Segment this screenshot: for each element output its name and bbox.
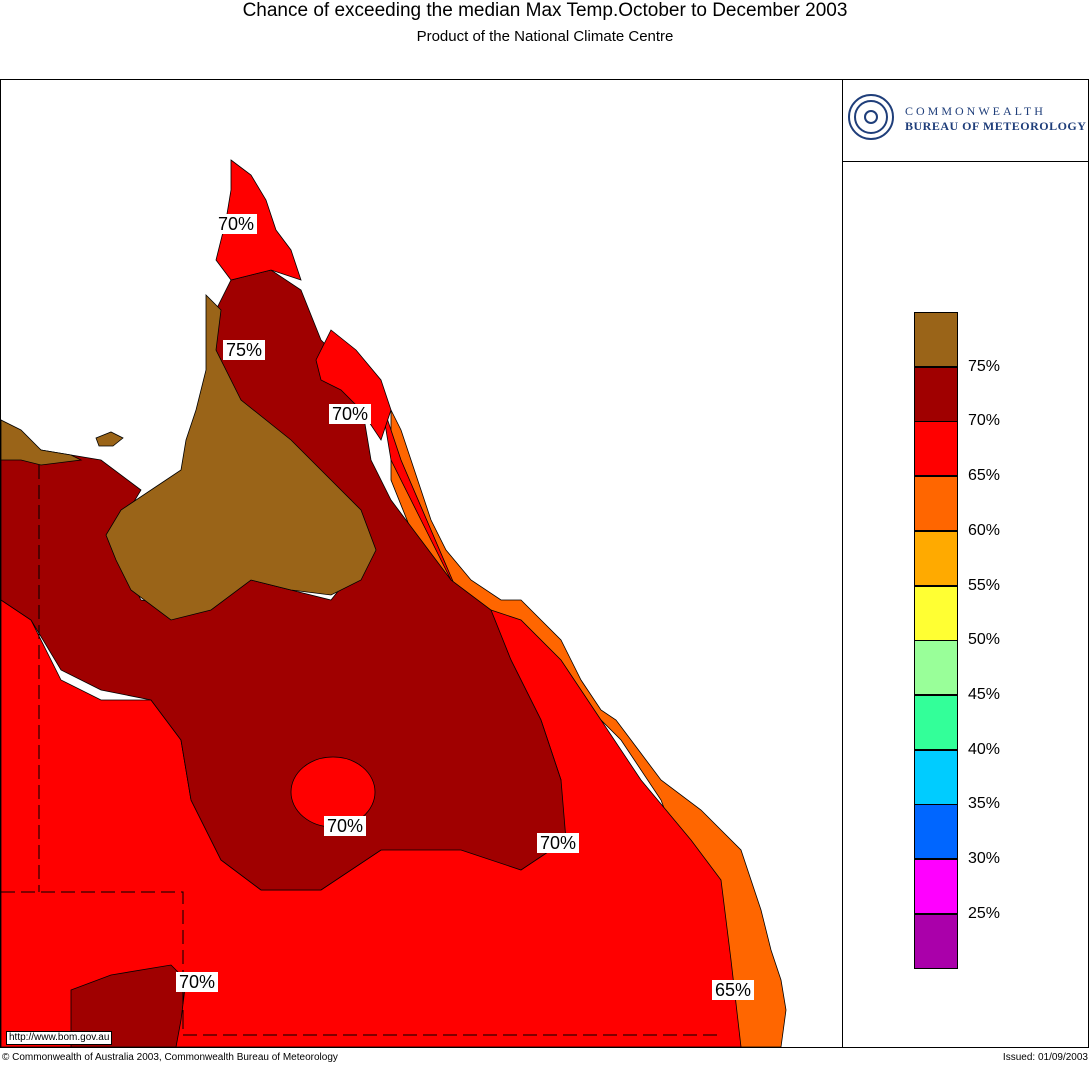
legend-swatch (914, 859, 958, 914)
region-75-brown (105, 294, 377, 621)
legend-swatch (914, 694, 958, 750)
chart-subtitle: Product of the National Climate Centre (416, 28, 674, 45)
legend-swatch (914, 366, 958, 422)
legend-swatch (914, 804, 958, 860)
map-label-inner-circle: 70% (324, 816, 367, 836)
queensland-map (1, 80, 842, 1047)
copyright-text: © Commonwealth of Australia 2003, Common… (2, 1052, 338, 1063)
legend-label: 75% (968, 357, 1001, 375)
legend-swatch (914, 476, 958, 532)
map-label-east: 70% (537, 833, 580, 853)
map-label-coastal-north: 70% (329, 404, 372, 424)
island-gulf (95, 431, 124, 447)
legend-label: 40% (968, 740, 1001, 758)
legend-label: 50% (968, 631, 1001, 649)
legend-label: 70% (968, 412, 1001, 430)
map-label-gulf: 75% (223, 340, 266, 360)
legend-label: 30% (968, 850, 1001, 867)
panel-divider (842, 80, 843, 1047)
legend-swatch (914, 312, 958, 367)
legend-swatch (914, 640, 958, 696)
bom-swirl-logo-icon (848, 94, 894, 140)
legend-swatch (914, 913, 958, 969)
legend-swatch (914, 530, 958, 586)
border-nsw-qld (182, 1015, 721, 1036)
map-svg (1, 80, 842, 1047)
legend-label: 25% (968, 904, 1001, 922)
legend-swatch (914, 585, 958, 641)
legend-label: 65% (968, 467, 1001, 485)
logo-line2: BUREAU OF METEOROLOGY (905, 119, 1087, 133)
legend-label: 60% (968, 521, 1001, 539)
legend-label: 45% (968, 685, 1001, 703)
map-label-southwest: 70% (176, 972, 219, 992)
map-label-cape: 70% (215, 214, 258, 234)
map-label-southeast: 65% (712, 980, 755, 1000)
logo-panel (843, 80, 1088, 162)
region-coastal-red-pocket (315, 329, 392, 441)
legend-swatch (914, 749, 958, 805)
chart-title: Chance of exceeding the median Max Temp.… (242, 0, 848, 21)
legend-label: 35% (968, 795, 1001, 813)
region-75-brown-nw (1, 419, 83, 466)
legend-label: 55% (968, 576, 1001, 594)
bom-url: http://www.bom.gov.au (6, 1031, 113, 1045)
issued-date: Issued: 01/09/2003 (1002, 1052, 1088, 1063)
logo-line1: COMMONWEALTH (905, 104, 1046, 118)
legend-swatch (914, 421, 958, 477)
